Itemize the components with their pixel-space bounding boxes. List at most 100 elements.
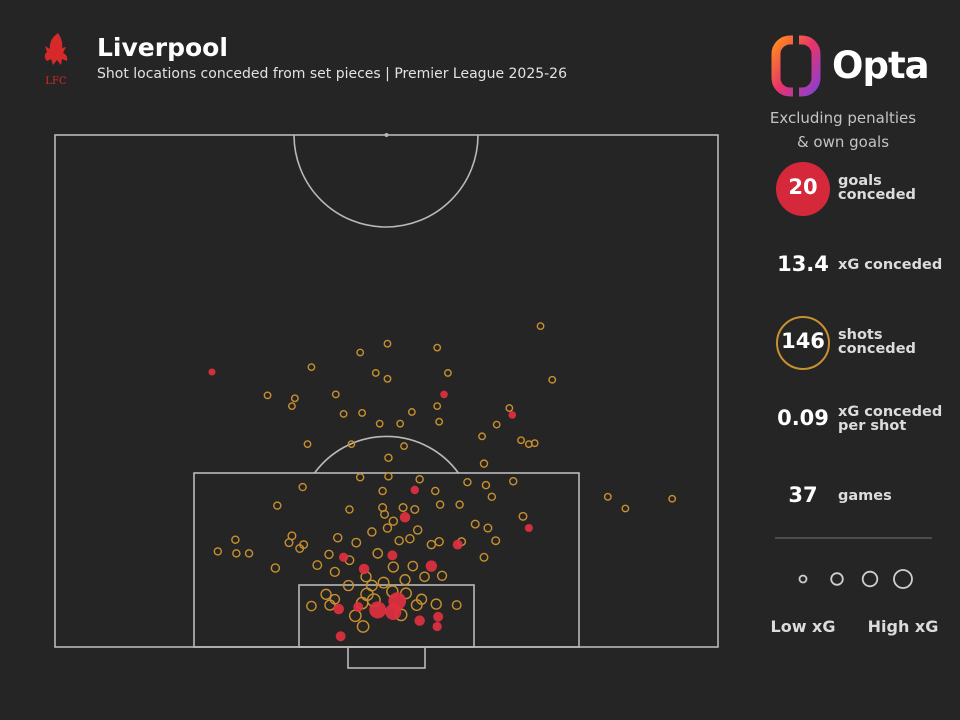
shot (398, 503, 408, 513)
shot (410, 504, 420, 514)
shot (298, 482, 307, 492)
shot (388, 516, 399, 526)
shot (383, 374, 392, 383)
goal (440, 390, 448, 399)
shot (384, 472, 393, 481)
shot (405, 534, 415, 544)
shot (378, 486, 387, 496)
crest: LFC (44, 33, 68, 87)
shot (284, 538, 294, 548)
shot (433, 343, 442, 352)
shot (339, 410, 348, 418)
goal (387, 550, 398, 561)
shots (208, 322, 677, 642)
shot (407, 560, 419, 572)
shot (270, 563, 281, 573)
shot (435, 500, 445, 509)
shot (518, 511, 528, 521)
shot (426, 539, 437, 550)
shot (331, 390, 340, 399)
shot (517, 436, 525, 445)
shot (415, 475, 424, 484)
shot (324, 599, 336, 611)
shot (492, 420, 501, 429)
shot (394, 535, 404, 546)
shot (412, 525, 423, 535)
brand: Opta (832, 44, 930, 87)
opta-logo (771, 34, 821, 98)
goal (208, 368, 216, 376)
shot (380, 509, 390, 519)
shot (372, 548, 384, 559)
goal (338, 552, 349, 562)
shot (342, 579, 355, 592)
goal (433, 611, 444, 622)
goal (358, 563, 370, 575)
shot (303, 440, 312, 449)
goals-badge (776, 162, 830, 216)
shot (491, 536, 501, 546)
shot (307, 363, 316, 372)
shot (433, 402, 442, 411)
subtitle: Shot locations conceded from set pieces … (97, 66, 567, 82)
goal (508, 411, 517, 419)
stat-label: games (838, 488, 892, 504)
title: Liverpool (97, 33, 228, 62)
shot (603, 492, 612, 501)
shot (407, 408, 416, 416)
shot (478, 432, 486, 441)
shot (444, 369, 452, 377)
stat-value: 37 (788, 483, 818, 507)
shot (213, 547, 223, 556)
size-legend (798, 569, 913, 589)
shot (548, 375, 557, 384)
note: Excluding penalties & own goals (769, 109, 917, 151)
shot (463, 477, 472, 487)
shot (430, 598, 442, 610)
stat-label: goals conceded (838, 173, 916, 203)
shots-badge (776, 316, 830, 370)
stat-value: 0.09 (777, 406, 829, 430)
shot (351, 537, 362, 548)
shot (451, 600, 462, 611)
shot (295, 544, 305, 554)
shot (244, 549, 254, 558)
shot (387, 561, 399, 573)
shot (479, 459, 489, 468)
shot (377, 576, 390, 589)
goal (399, 512, 411, 523)
shot (231, 535, 240, 544)
shot (232, 549, 241, 558)
shot (329, 593, 341, 605)
shot (358, 409, 367, 417)
shot (383, 339, 392, 348)
stat-label: xG conceded (838, 257, 943, 273)
shot (470, 519, 480, 529)
goal (333, 603, 344, 615)
shot (505, 404, 514, 412)
goal (425, 560, 438, 572)
shot (419, 571, 430, 583)
shot (399, 574, 411, 586)
goal (432, 621, 442, 632)
shot (375, 419, 384, 428)
goal (369, 601, 387, 619)
shot (320, 588, 332, 600)
shot (396, 419, 405, 428)
legend-low: Low xG (770, 617, 836, 636)
shot (481, 480, 491, 490)
shot (333, 533, 343, 543)
shot (288, 402, 296, 411)
stat-label: xG conceded per shot (838, 404, 943, 434)
legend-high: High xG (867, 617, 939, 636)
stat-value: 13.4 (777, 252, 829, 276)
shot (400, 442, 408, 451)
shot (530, 439, 539, 448)
crest-text: LFC (45, 76, 67, 87)
shot (536, 322, 545, 331)
shot (367, 527, 377, 537)
shot (306, 600, 317, 612)
stat-label: shots conceded (838, 327, 916, 357)
